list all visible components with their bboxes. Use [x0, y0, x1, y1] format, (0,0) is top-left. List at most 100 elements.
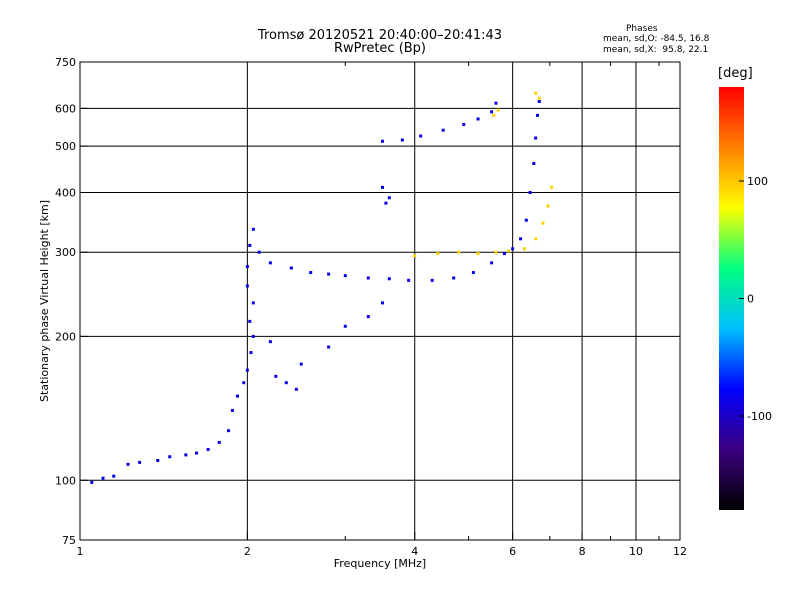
data-point — [206, 447, 210, 451]
data-point — [245, 265, 249, 269]
data-point — [268, 340, 272, 344]
data-point — [284, 381, 288, 385]
data-point — [532, 161, 536, 165]
x-axis-label: Frequency [MHz] — [334, 557, 426, 570]
data-point — [299, 362, 303, 366]
x-axis-ticks: 1 2 4 6 8 10 12 — [77, 62, 687, 558]
data-point — [534, 237, 538, 241]
x-tick-label: 4 — [411, 545, 418, 558]
y-tick-label: 300 — [55, 246, 76, 259]
colorbar-tick-label: 100 — [747, 175, 768, 188]
data-point — [249, 351, 253, 355]
data-point — [380, 139, 384, 143]
data-point — [168, 455, 172, 459]
data-point — [496, 108, 500, 112]
x-tick-label: 12 — [673, 545, 687, 558]
data-point — [268, 261, 272, 265]
phases-heading: Phases — [626, 24, 658, 34]
data-point — [471, 271, 475, 275]
y-tick-label: 750 — [55, 56, 76, 69]
data-point — [537, 100, 541, 104]
data-point — [535, 113, 539, 117]
colorbar-unit-label: [deg] — [718, 66, 753, 81]
data-point — [384, 201, 388, 205]
data-point — [294, 387, 298, 391]
colorbar-tick-label: -100 — [747, 410, 772, 423]
data-point — [550, 185, 554, 189]
data-point — [242, 381, 246, 385]
data-point — [534, 91, 538, 95]
data-point — [492, 113, 496, 117]
data-point — [230, 408, 234, 412]
x-tick-label: 2 — [244, 545, 251, 558]
data-point — [217, 440, 221, 444]
data-point — [387, 277, 391, 281]
phases-x-stats: mean, sd,X: 95.8, 22.1 — [603, 45, 709, 55]
data-point — [327, 272, 331, 276]
data-point — [90, 480, 94, 484]
x-tick-label: 6 — [509, 545, 516, 558]
data-point — [494, 101, 498, 105]
data-point — [257, 250, 261, 254]
y-axis-ticks: 75 100 200 300 400 500 600 750 — [55, 56, 88, 547]
data-point — [112, 474, 116, 478]
data-point — [502, 252, 506, 256]
data-point — [274, 374, 278, 378]
data-point — [327, 345, 331, 349]
data-point — [227, 429, 231, 433]
grid-lines — [80, 62, 680, 540]
data-point — [528, 190, 532, 194]
data-point — [400, 138, 404, 142]
data-point — [490, 261, 494, 265]
data-point — [289, 266, 293, 270]
data-point — [387, 196, 391, 200]
data-point — [494, 250, 498, 254]
data-point — [476, 252, 480, 256]
data-point — [507, 249, 511, 253]
data-point — [441, 128, 445, 132]
data-point — [436, 252, 440, 256]
y-tick-label: 600 — [55, 102, 76, 115]
chart-title: Tromsø 20120521 20:40:00–20:41:43 — [257, 28, 503, 43]
data-point — [430, 278, 434, 282]
data-point — [413, 254, 417, 258]
colorbar-ticks: 100 0 -100 — [739, 175, 772, 423]
data-point — [452, 276, 456, 280]
data-point — [194, 451, 198, 455]
data-point — [534, 136, 538, 140]
data-point — [419, 134, 423, 138]
colorbar-tick-label: 0 — [747, 293, 754, 306]
data-point — [245, 284, 249, 288]
data-point — [251, 301, 255, 305]
data-point — [251, 334, 255, 338]
data-point — [546, 204, 550, 208]
data-point — [490, 110, 494, 114]
data-point — [407, 278, 411, 282]
data-point — [251, 227, 255, 231]
data-point — [524, 218, 528, 222]
data-point — [156, 458, 160, 462]
y-tick-label: 100 — [55, 474, 76, 487]
data-point — [245, 368, 249, 372]
data-point — [519, 237, 523, 241]
data-point — [248, 319, 252, 323]
data-point — [343, 274, 347, 278]
data-point — [476, 117, 480, 121]
y-tick-label: 200 — [55, 330, 76, 343]
x-tick-label: 1 — [77, 545, 84, 558]
chart-subtitle: RwPretec (Bp) — [333, 41, 427, 56]
x-tick-label: 8 — [579, 545, 586, 558]
data-point — [126, 462, 130, 466]
data-point — [366, 276, 370, 280]
data-point — [511, 247, 515, 251]
data-point — [184, 453, 188, 457]
data-point — [138, 460, 142, 464]
x-tick-label: 10 — [629, 545, 643, 558]
y-tick-label: 500 — [55, 140, 76, 153]
data-point — [309, 271, 313, 275]
data-point — [366, 315, 370, 319]
data-point — [457, 250, 461, 254]
data-point — [248, 243, 252, 247]
y-axis-label: Stationary phase Virtual Height [km] — [38, 200, 51, 402]
